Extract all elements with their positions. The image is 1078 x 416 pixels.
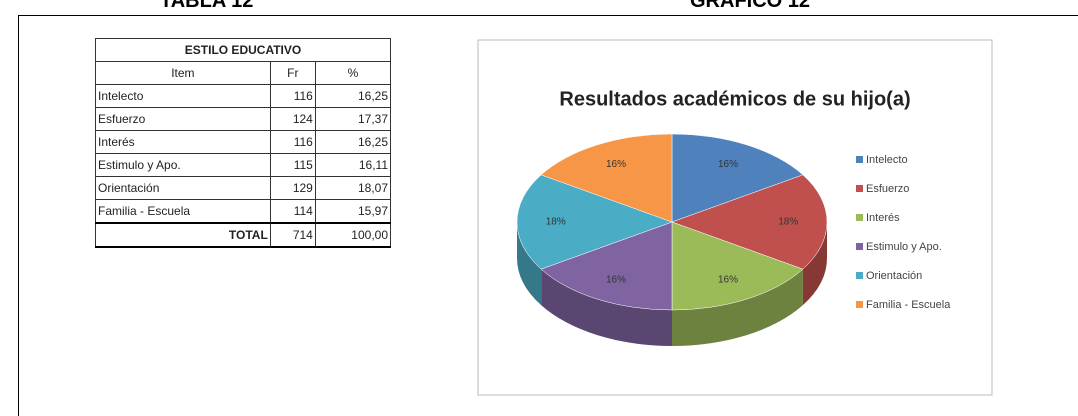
table-row: Familia - Escuela 114 15,97 [95, 199, 392, 224]
data-table: ESTILO EDUCATIVO Item Fr% Intelecto 116 16,25… [95, 38, 392, 248]
cell: Estimulo y Apo. [95, 153, 271, 177]
page: TABLA 12 GRÁFICO 12 ESTILO EDUCATIVO Item… [18, 0, 1078, 416]
legend-label: Esfuerzo [866, 183, 909, 195]
data-label: 16% [718, 274, 738, 285]
cell: 114 [269, 199, 316, 224]
cell: 15,97 [314, 199, 392, 224]
legend-label: Intelecto [866, 154, 908, 166]
pie-side [672, 269, 803, 346]
header-row: Item Fr% [95, 61, 392, 85]
pie-side [541, 269, 672, 346]
legend-label: Familia - Escuela [866, 299, 951, 311]
legend-swatch [856, 185, 863, 192]
data-label: 18% [778, 217, 798, 228]
legend-label: Orientación [866, 270, 922, 282]
legend-swatch [856, 301, 863, 308]
table-row: Estimulo y Apo. 115 16,11 [95, 153, 392, 177]
table-row: Esfuerzo 124 17,37 [95, 107, 392, 131]
chart-heading: GRÁFICO 12 [690, 0, 811, 12]
cell: 18,07 [314, 176, 392, 200]
total-row: TOTAL 714 100,00 [95, 222, 392, 248]
cell: Esfuerzo [95, 107, 271, 131]
pie-slice [540, 133, 673, 223]
data-label: 16% [606, 274, 626, 285]
cell: Interés [95, 130, 271, 154]
chart: Resultados académicos de su hijo(a) 16% I… [477, 39, 993, 396]
pie-slice [671, 221, 804, 311]
cell: 16,25 [314, 84, 392, 108]
cell: 124 [269, 107, 316, 131]
legend-label: Interés [866, 212, 900, 224]
column-header: Item [95, 61, 271, 85]
pie-side [802, 222, 827, 306]
pie-slice [671, 133, 804, 223]
data-label: 16% [606, 159, 626, 170]
data-label: 16% [718, 159, 738, 170]
legend-label: Estimulo y Apo. [866, 241, 942, 253]
cell: 129 [269, 176, 316, 200]
table-row: Interés 116 16,25 [95, 130, 392, 154]
legend-swatch [856, 243, 863, 250]
table-title: ESTILO EDUCATIVO [95, 38, 391, 62]
cell: 115 [269, 153, 316, 177]
cell: Familia - Escuela [95, 199, 271, 224]
pie-slice [671, 174, 828, 270]
pie-slice [516, 174, 673, 270]
cell: Orientación [95, 176, 271, 200]
legend-swatch [856, 214, 863, 221]
legend-swatch [856, 156, 863, 163]
frame [18, 15, 1078, 416]
legend-swatch [856, 272, 863, 279]
total-cell: 100,00 [314, 222, 392, 248]
table-row: Orientación 129 18,07 [95, 176, 392, 200]
pie-slice [540, 221, 673, 311]
table-heading: TABLA 12 [160, 0, 254, 12]
cell: 16,25 [314, 130, 392, 154]
title-row: ESTILO EDUCATIVO [95, 38, 391, 62]
chart-title: Resultados académicos de su hijo(a) [559, 88, 910, 110]
data-label: 18% [546, 217, 566, 228]
pie-side [517, 222, 542, 306]
total-cell: 714 [269, 222, 316, 248]
